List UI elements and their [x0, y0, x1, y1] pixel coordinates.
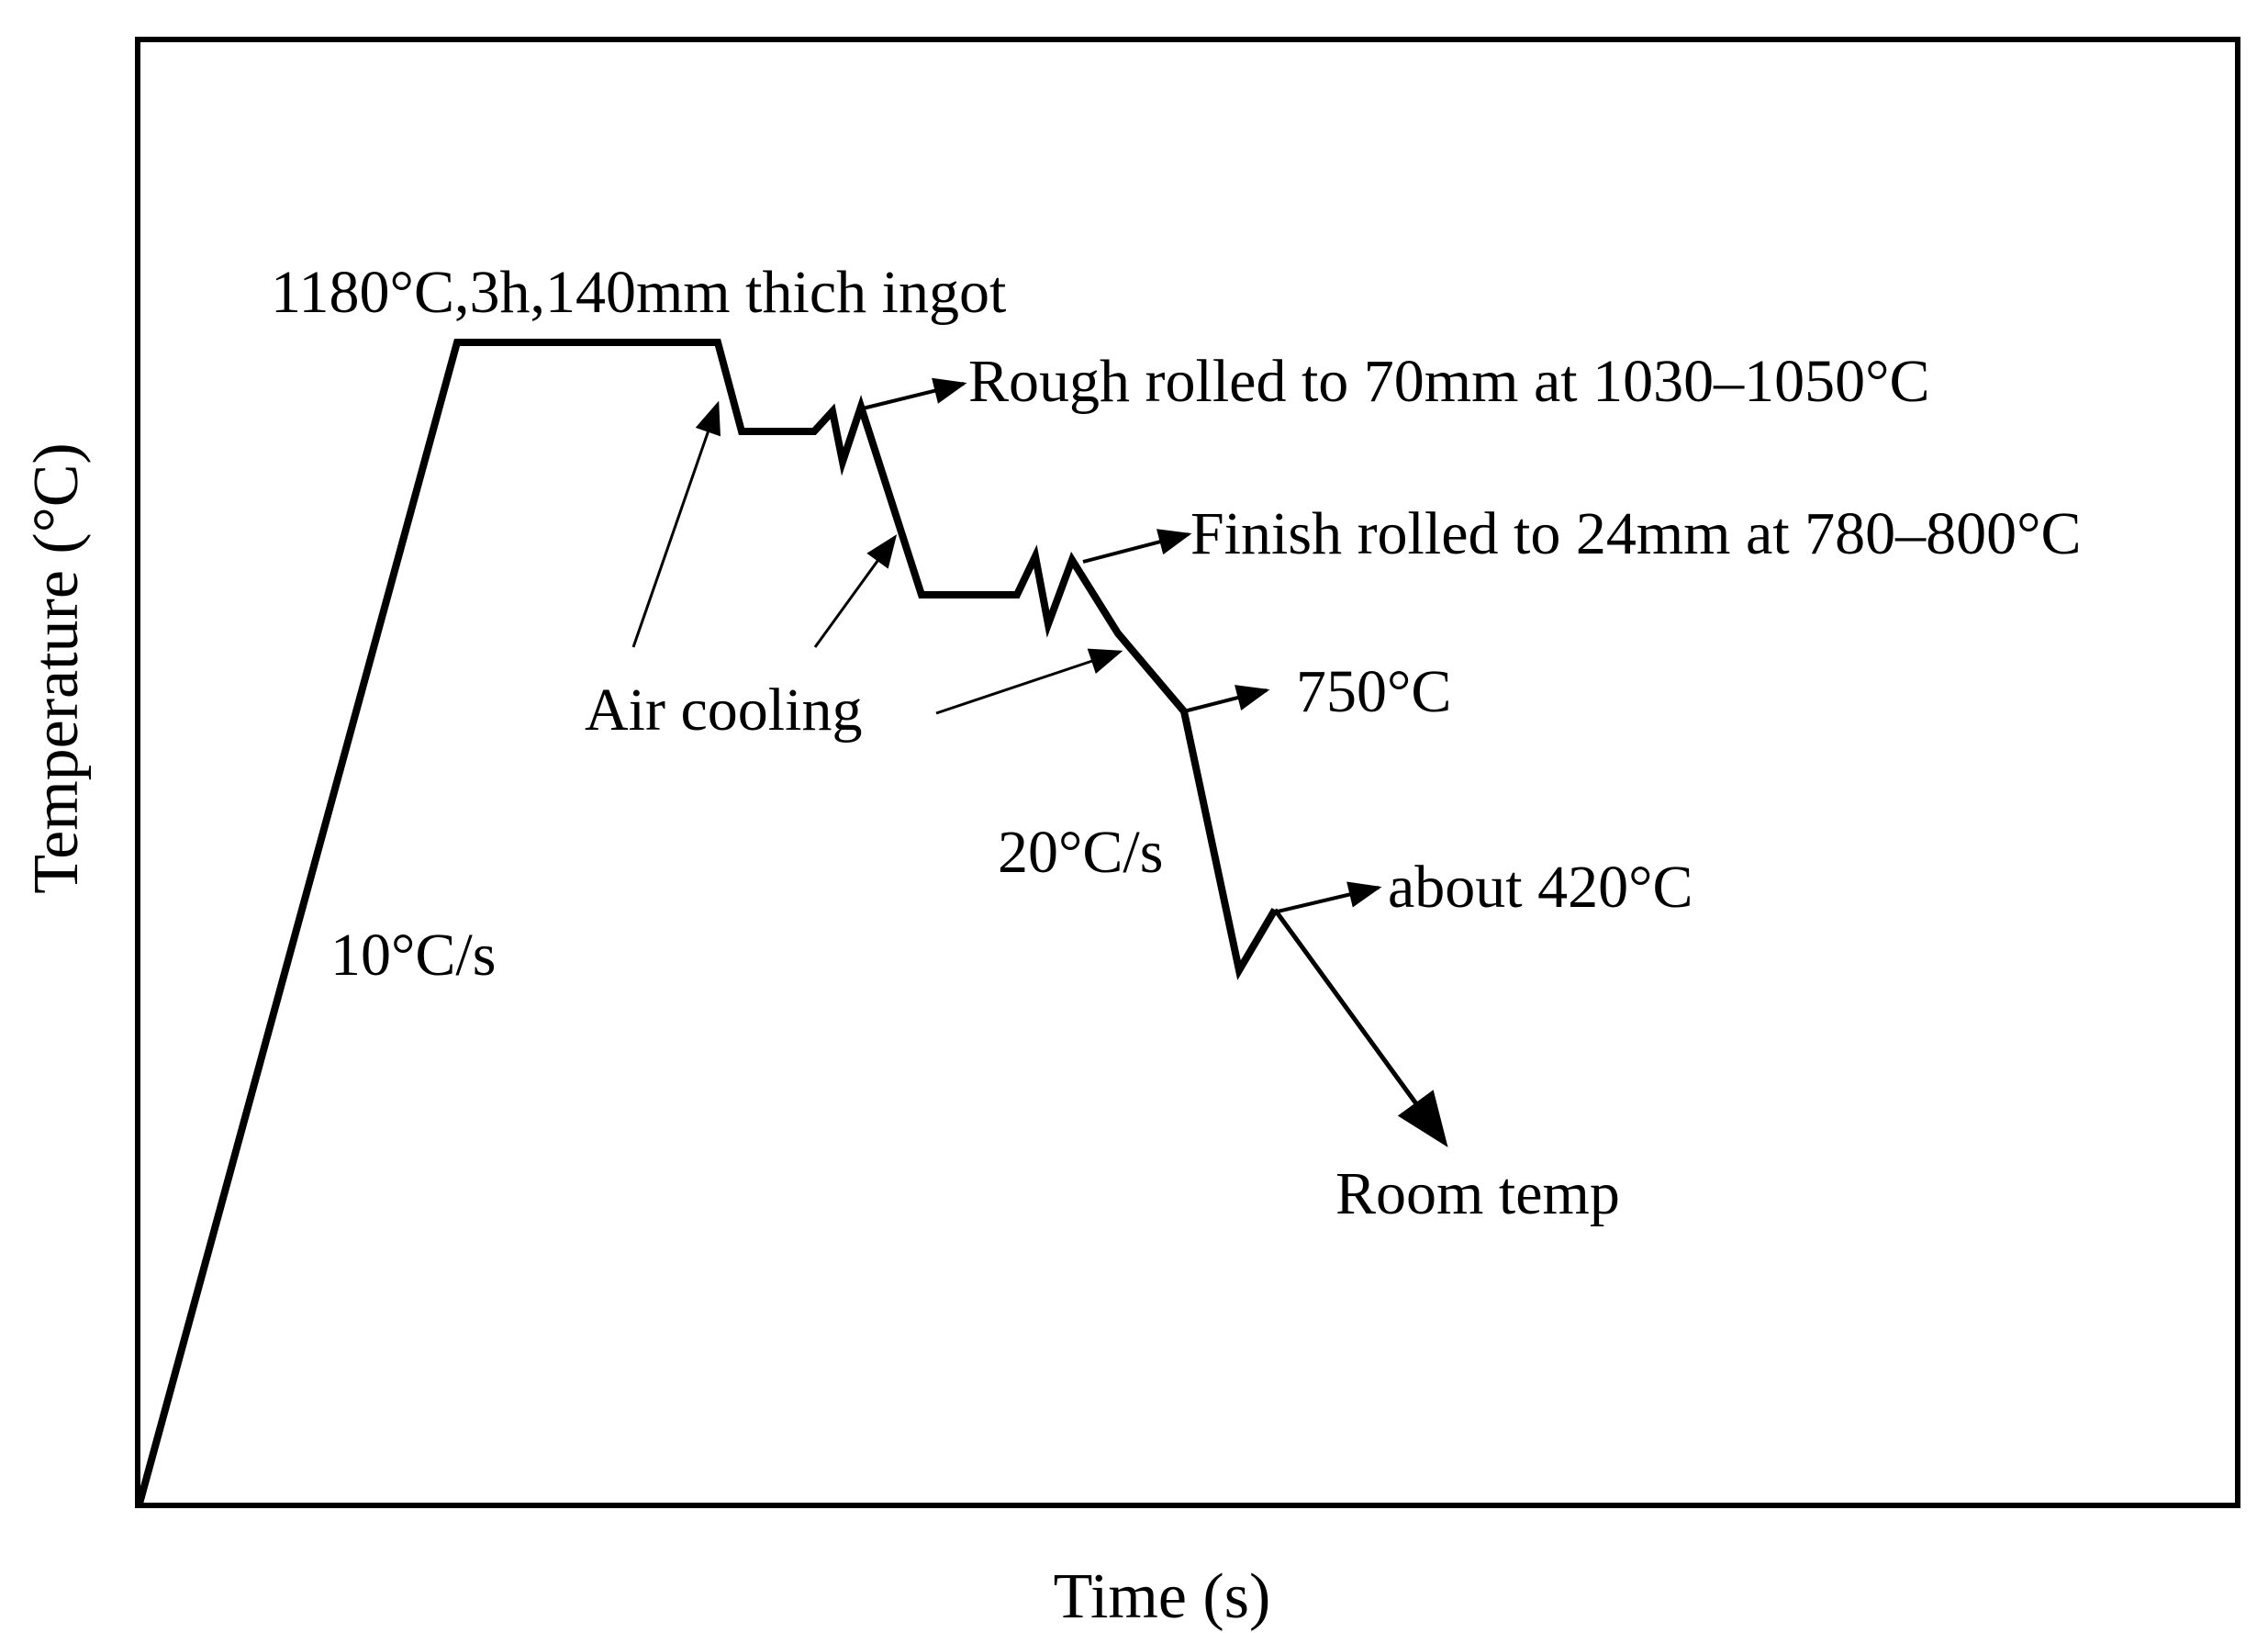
rate-10-label: 10°C/s [330, 922, 496, 989]
room-temp-arrow [1272, 908, 1448, 1147]
temp-420-label: about 420°C [1388, 854, 1693, 921]
air-cooling-arrow-1 [631, 400, 721, 648]
finish-rolling-arrow [1082, 529, 1192, 564]
rough-rolling-label: Rough rolled to 70mm at 1030–1050°C [968, 348, 1930, 415]
x-axis-label: Time (s) [1054, 1561, 1271, 1632]
air-cooling-arrow-3 [935, 648, 1123, 715]
room-temp-label: Room temp [1335, 1160, 1620, 1227]
plot-frame [135, 37, 2240, 1508]
process-curve [136, 339, 1279, 1505]
y-axis-label: Temperature (°C) [21, 442, 92, 893]
soak-label: 1180°C,3h,140mm thich ingot [271, 259, 1006, 326]
temp-420-arrow [1277, 881, 1382, 913]
air-cooling-arrow-2 [813, 534, 898, 648]
rate-20-label: 20°C/s [998, 819, 1163, 886]
temp-750-label: 750°C [1296, 658, 1451, 725]
air-cooling-label: Air cooling [585, 677, 862, 744]
rough-rolling-arrow [862, 377, 967, 410]
temp-750-arrow [1183, 685, 1270, 713]
finish-rolling-label: Finish rolled to 24mm at 780–800°C [1190, 500, 2082, 567]
